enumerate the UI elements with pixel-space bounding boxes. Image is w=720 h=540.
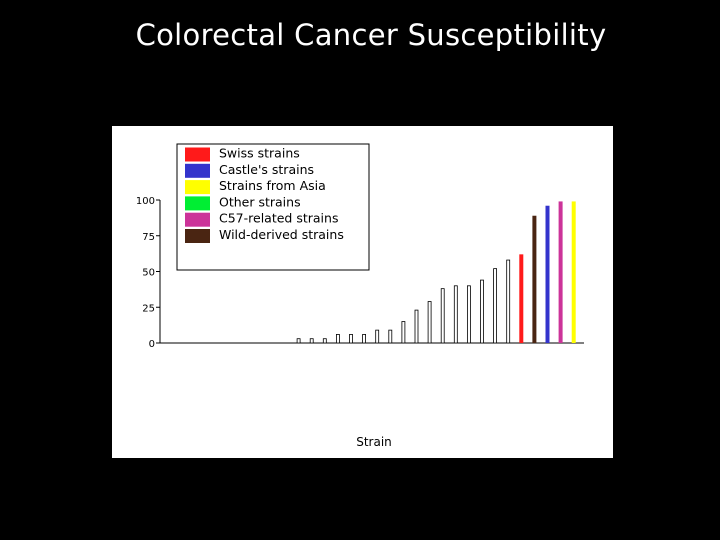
bar [532,215,537,343]
axes: 0 25 50 75 100 [136,196,584,350]
bar [558,201,563,343]
bar [349,334,353,344]
legend-swatch [185,212,210,227]
bar [453,285,458,344]
chart-panel: 0 25 50 75 100 Swiss strains Castle's strains… [112,126,613,458]
y-tick-label: 100 [136,196,155,207]
bar [480,279,484,344]
legend-label: Wild-derived strains [219,227,344,242]
bar [375,329,380,344]
legend-label: Strains from Asia [219,178,326,193]
bar [519,254,524,343]
legend-swatch [185,163,210,178]
bar [362,334,367,344]
bars [296,201,576,344]
bar [466,285,471,344]
bar [440,288,445,344]
x-axis-title: Strain [356,435,392,449]
bar [571,201,576,343]
bar [309,338,314,344]
y-tick-label: 75 [142,232,155,243]
legend-label: Other strains [219,194,301,209]
y-tick-label: 0 [149,339,155,350]
bar [322,338,327,344]
bar [335,334,340,344]
slide-title: Colorectal Cancer Susceptibility [135,18,607,52]
legend-swatch [185,147,210,162]
bar [506,259,511,344]
y-tick-label: 50 [142,268,155,279]
legend-label: Swiss strains [219,146,300,161]
legend-label: Castle's strains [219,162,314,177]
bar [388,329,393,344]
bar [296,338,301,344]
legend-swatch [185,196,210,211]
bar [401,321,406,344]
legend-swatch [185,180,210,195]
bar [493,268,498,344]
legend-swatch [185,229,210,243]
y-tick-label: 25 [142,303,155,314]
bar [545,205,550,343]
bar [414,309,419,344]
bar [427,301,432,344]
legend-label: C57-related strains [219,211,338,226]
